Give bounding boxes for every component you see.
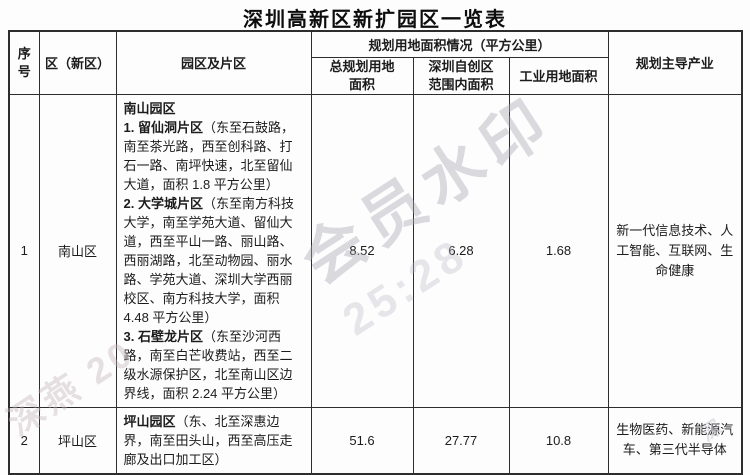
header-innovation-area: 深圳自创区范围内面积 <box>412 56 510 95</box>
cell-park: 南山园区 1. 留仙洞片区（东至石鼓路，南至茶光路，西至创科路、打石一路、南坪快… <box>115 93 312 408</box>
cell-industrial-area: 1.68 <box>508 93 609 408</box>
park-section-2: 2. 大学城片区（东至南方科技大学，南至学苑大道、留仙大道，西至平山一路、丽山路… <box>123 195 294 325</box>
header-park: 园区及片区 <box>115 30 312 95</box>
park-section-1: 1. 留仙洞片区（东至石鼓路，南至茶光路，西至创科路、打石一路、南坪快速，北至留… <box>123 119 294 192</box>
table-row: 1 南山区 南山园区 1. 留仙洞片区（东至石鼓路，南至茶光路，西至创科路、打石… <box>8 93 743 408</box>
cell-innovation-area: 6.28 <box>412 93 510 408</box>
header-total-area: 总规划用地面积 <box>310 56 414 95</box>
cell-district: 南山区 <box>38 93 117 408</box>
cell-no: 1 <box>8 93 40 408</box>
cell-total-area: 8.52 <box>310 93 414 408</box>
header-industry: 规划主导产业 <box>607 30 743 95</box>
header-no: 序号 <box>8 30 40 95</box>
header-district: 区（新区） <box>38 30 117 95</box>
park-title: 南山园区 <box>123 100 176 116</box>
parks-table: 序号 区（新区） 园区及片区 规划用地面积情况（平方公里） 规划主导产业 总规划… <box>8 30 744 475</box>
park-title: 坪山园区 <box>123 413 176 429</box>
cell-industry: 新一代信息技术、人工智能、互联网、生命健康 <box>607 93 743 408</box>
park-section-3: 3. 石壁龙片区（东至沙河西路，南至白芒收费站，西至二级水源保护区，北至南山区边… <box>123 328 293 401</box>
header-area-group: 规划用地面积情况（平方公里） <box>310 30 609 58</box>
header-industrial-area: 工业用地面积 <box>508 56 609 95</box>
page-title: 深圳高新区新扩园区一览表 <box>243 9 507 31</box>
